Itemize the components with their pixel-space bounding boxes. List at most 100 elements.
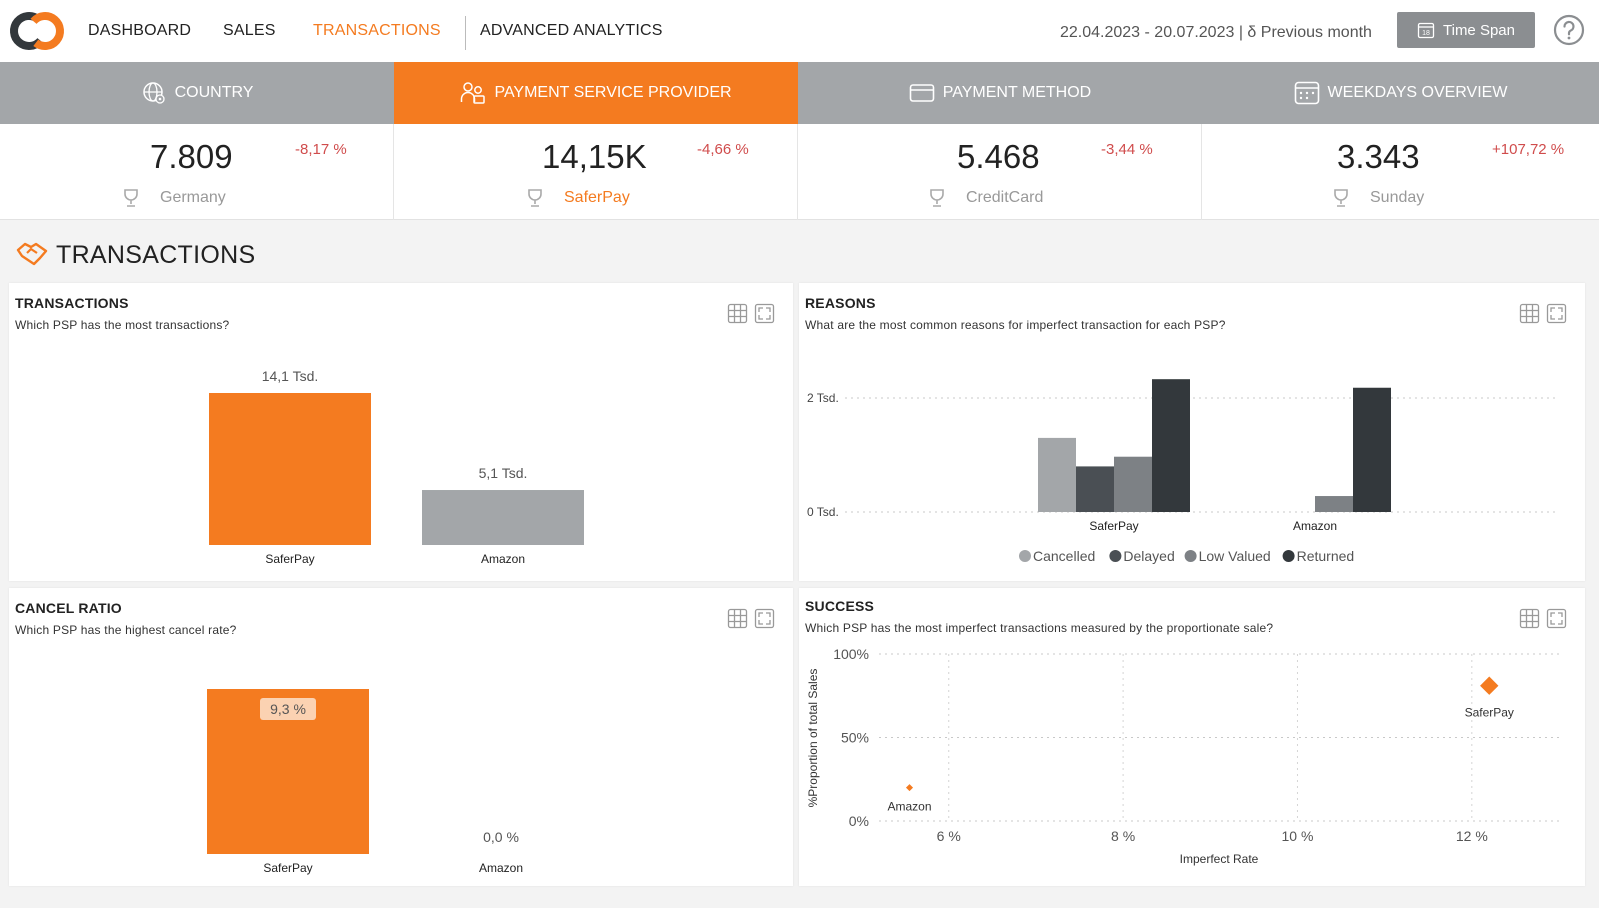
tab-payment-method-label: PAYMENT METHOD: [942, 84, 1092, 101]
section-title: TRANSACTIONS: [56, 240, 256, 269]
y-tick-label: 0 Tsd.: [807, 505, 839, 519]
globe-icon: [142, 82, 165, 104]
tab-weekdays-overview-label: WEEKDAYS OVERVIEW: [1327, 84, 1508, 101]
card-subtitle: What are the most common reasons for imp…: [805, 318, 1226, 332]
expand-icon[interactable]: [754, 608, 775, 629]
kpi-change: -3,44 %: [1101, 141, 1153, 158]
card-transactions: TRANSACTIONS Which PSP has the most tran…: [9, 283, 793, 581]
kpi-value: 5.468: [957, 138, 1040, 175]
card-subtitle: Which PSP has the most imperfect transac…: [805, 621, 1274, 635]
trophy-icon: [930, 189, 944, 207]
people-icon: [461, 82, 486, 104]
table-icon[interactable]: [727, 608, 748, 629]
kpi-top: Sunday: [1332, 188, 1424, 208]
category-label: SaferPay: [263, 861, 312, 875]
bar: [422, 490, 584, 545]
x-tick-label: 12 %: [1456, 828, 1488, 844]
kpi-value: 7.809: [150, 138, 233, 175]
scatter-point: [905, 784, 914, 792]
expand-icon[interactable]: [754, 303, 775, 324]
nav-separator: [465, 16, 466, 50]
nav-dashboard[interactable]: DASHBOARD: [88, 22, 192, 39]
credit-card-icon: [909, 84, 935, 102]
data-label: 0,0 %: [483, 829, 519, 845]
x-axis-label: Imperfect Rate: [1180, 852, 1259, 866]
time-span-label: Time Span: [1443, 21, 1515, 39]
expand-icon[interactable]: [1546, 608, 1567, 629]
bar: [1114, 456, 1152, 512]
bar: [1315, 496, 1353, 512]
kpi-top: SaferPay: [526, 188, 630, 208]
kpi-change: -8,17 %: [295, 141, 347, 158]
bar: [1038, 437, 1076, 512]
date-range-display: 22.04.2023 - 20.07.2023 | δ Previous mon…: [1060, 24, 1372, 41]
calendar-icon: [1294, 81, 1319, 105]
trophy-icon: [1334, 189, 1348, 207]
top-navigation: DASHBOARD SALES TRANSACTIONS ADVANCED AN…: [0, 0, 1599, 62]
tab-payment-method[interactable]: PAYMENT METHOD: [798, 62, 1202, 124]
card-title: REASONS: [805, 295, 876, 311]
x-tick-label: 10 %: [1282, 828, 1314, 844]
legend-marker: [1109, 550, 1122, 562]
y-tick-label: 100%: [833, 646, 869, 662]
kpi-change: -4,66 %: [697, 141, 749, 158]
kpi-top-label: Sunday: [1370, 189, 1425, 206]
category-label: SaferPay: [265, 552, 314, 566]
tab-payment-service-provider[interactable]: PAYMENT SERVICE PROVIDER: [394, 62, 798, 124]
help-icon[interactable]: [1553, 14, 1585, 46]
card-cancel-ratio: CANCEL RATIO Which PSP has the highest c…: [9, 588, 793, 886]
kpi-top-label: CreditCard: [966, 189, 1044, 206]
tab-weekdays-overview[interactable]: WEEKDAYS OVERVIEW: [1202, 62, 1599, 124]
y-tick-label: 2 Tsd.: [807, 391, 839, 405]
table-icon[interactable]: [1519, 608, 1540, 629]
success-chart: 0% 50% 100% 6 % 8 % 10 % 12 % Imperfect Rate %Pr…: [806, 646, 1559, 866]
kpi-psp: 14,15K -4,66 % SaferPay: [394, 124, 798, 220]
data-label-bg: [260, 698, 316, 720]
card-subtitle: Which PSP has the highest cancel rate?: [15, 623, 237, 637]
category-label: SaferPay: [1089, 519, 1138, 533]
tab-country-label: COUNTRY: [174, 84, 254, 101]
logo: [10, 12, 64, 50]
category-label: Amazon: [479, 861, 523, 875]
expand-icon[interactable]: [1546, 303, 1567, 324]
table-icon[interactable]: [727, 303, 748, 324]
card-actions: [727, 303, 775, 324]
legend-label: Low Valued: [1199, 548, 1271, 564]
nav-advanced-analytics[interactable]: ADVANCED ANALYTICS: [480, 22, 663, 39]
kpi-top-label: Germany: [160, 189, 226, 206]
data-label: 5,1 Tsd.: [479, 465, 528, 481]
cancel-ratio-chart: SaferPay 9,3 % Amazon 0,0 %: [207, 689, 523, 875]
legend-label: Delayed: [1123, 548, 1174, 564]
bar: [209, 393, 371, 545]
kpi-value: 14,15K: [542, 138, 647, 175]
tab-country[interactable]: COUNTRY: [0, 62, 394, 124]
time-span-button[interactable]: 18 Time Span: [1397, 12, 1535, 48]
kpi-row: 7.809 -8,17 % Germany 14,15K -4,66 % Saf…: [0, 124, 1599, 220]
nav-transactions[interactable]: TRANSACTIONS: [313, 22, 441, 39]
y-axis-label: %Proportion of total Sales: [806, 669, 820, 808]
point-label: Amazon: [887, 800, 931, 814]
kpi-top: Germany: [122, 188, 226, 208]
kpi-change: +107,72 %: [1492, 141, 1565, 158]
card-subtitle: Which PSP has the most transactions?: [15, 318, 230, 332]
calendar-icon: 18: [1417, 22, 1435, 39]
card-actions: [727, 608, 775, 629]
table-icon[interactable]: [1519, 303, 1540, 324]
card-reasons: REASONS What are the most common reasons…: [799, 283, 1585, 581]
card-actions: [1519, 608, 1567, 629]
nav-sales[interactable]: SALES: [223, 22, 276, 39]
kpi-payment-method: 5.468 -3,44 % CreditCard: [798, 124, 1202, 220]
trophy-icon: [124, 189, 138, 207]
kpi-value: 3.343: [1337, 138, 1420, 175]
handshake-icon: [16, 242, 48, 266]
x-tick-label: 8 %: [1111, 828, 1135, 844]
kpi-country: 7.809 -8,17 % Germany: [0, 124, 394, 220]
bar: [1353, 387, 1391, 512]
card-success: SUCCESS Which PSP has the most imperfect…: [799, 588, 1585, 886]
reasons-chart: 0 Tsd. 2 Tsd. SaferPay Amazon Cancelled Delay…: [807, 379, 1559, 564]
calendar-day: 18: [1422, 30, 1430, 37]
card-title: SUCCESS: [805, 598, 875, 614]
card-title: TRANSACTIONS: [15, 295, 129, 311]
category-label: Amazon: [1293, 519, 1337, 533]
section-header: TRANSACTIONS: [16, 240, 255, 270]
